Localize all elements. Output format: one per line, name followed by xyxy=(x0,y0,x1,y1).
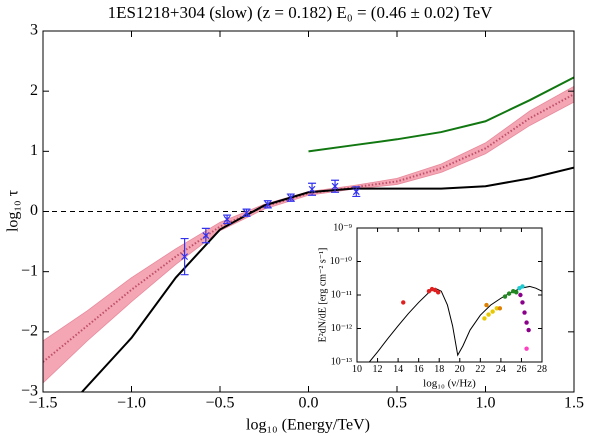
inset-x-label: log₁₀ (ν/Hz) xyxy=(423,378,476,390)
error-bar xyxy=(352,186,361,198)
x-tick-label: −1.5 xyxy=(28,395,57,412)
data-point xyxy=(524,346,529,351)
data-point xyxy=(518,292,523,298)
data-point xyxy=(486,312,491,317)
plot-area xyxy=(43,76,574,392)
line xyxy=(81,166,574,392)
y-tick-label: −1 xyxy=(21,262,38,279)
data-point xyxy=(435,290,441,295)
data-point xyxy=(522,310,527,315)
x-tick-label: 10 xyxy=(352,364,362,375)
y-tick-label: −2 xyxy=(21,323,38,340)
x-tick-label: 16 xyxy=(414,364,424,375)
error-bar xyxy=(331,179,340,193)
data-point xyxy=(432,287,438,293)
y-tick-label: 2 xyxy=(30,82,38,99)
data-point xyxy=(490,309,495,314)
x-tick-label: −1.0 xyxy=(117,395,146,412)
error-bar xyxy=(201,227,210,244)
data-point xyxy=(502,294,508,299)
y-tick-label: 10⁻¹³ xyxy=(331,356,352,367)
data-point xyxy=(514,290,519,295)
x-tick-label: −0.5 xyxy=(205,395,234,412)
data-point xyxy=(524,320,529,325)
x-tick-label: 0.0 xyxy=(299,395,319,412)
error-bar xyxy=(180,237,189,276)
band xyxy=(43,85,574,384)
y-tick-label: 0 xyxy=(30,202,38,219)
data-point xyxy=(482,316,487,321)
error-bar xyxy=(223,214,232,225)
y-tick-label: −3 xyxy=(21,383,38,400)
data-point xyxy=(526,327,531,333)
x-tick-label: 14 xyxy=(393,364,403,375)
error-bar xyxy=(263,200,272,209)
error-bar xyxy=(242,208,251,217)
x-tick-label: 1.5 xyxy=(564,395,584,412)
y-tick-label: 10⁻⁹ xyxy=(333,222,352,233)
inset-y-label: E²dN/dE [erg cm⁻² s⁻¹] xyxy=(317,248,328,343)
x-tick-label: 22 xyxy=(475,364,485,375)
x-tick-label: 12 xyxy=(373,364,383,375)
error-bar xyxy=(308,182,317,196)
data-point xyxy=(520,300,525,305)
plot-area xyxy=(368,284,542,362)
data-point xyxy=(494,306,499,311)
data-point xyxy=(520,284,525,289)
x-tick-label: 28 xyxy=(537,364,547,375)
data-point xyxy=(497,306,503,311)
x-tick-label: 24 xyxy=(496,364,506,375)
x-tick-label: 20 xyxy=(455,364,465,375)
y-axis-label: log₁₀ τ xyxy=(5,189,22,232)
x-tick-label: 26 xyxy=(516,364,526,375)
data-point xyxy=(506,291,512,296)
x-tick-label: 18 xyxy=(434,364,444,375)
line xyxy=(308,76,574,153)
y-tick-label: 3 xyxy=(30,22,38,39)
y-tick-label: 1 xyxy=(30,142,38,159)
x-tick-label: 0.5 xyxy=(387,395,407,412)
line xyxy=(43,93,574,363)
data-point xyxy=(484,302,489,308)
data-point xyxy=(426,288,432,294)
data-point xyxy=(401,300,406,305)
x-axis-label: log₁₀ (Energy/TeV) xyxy=(246,417,370,434)
error-bar xyxy=(286,193,295,202)
x-tick-label: 1.0 xyxy=(476,395,496,412)
y-tick-label: 10⁻¹¹ xyxy=(331,289,352,300)
y-tick-label: 10⁻¹⁰ xyxy=(330,256,352,267)
inset-background xyxy=(357,228,542,362)
chart-title: 1ES1218+304 (slow) (z = 0.182) E₀ = (0.4… xyxy=(108,3,494,22)
y-tick-label: 10⁻¹² xyxy=(331,323,352,334)
